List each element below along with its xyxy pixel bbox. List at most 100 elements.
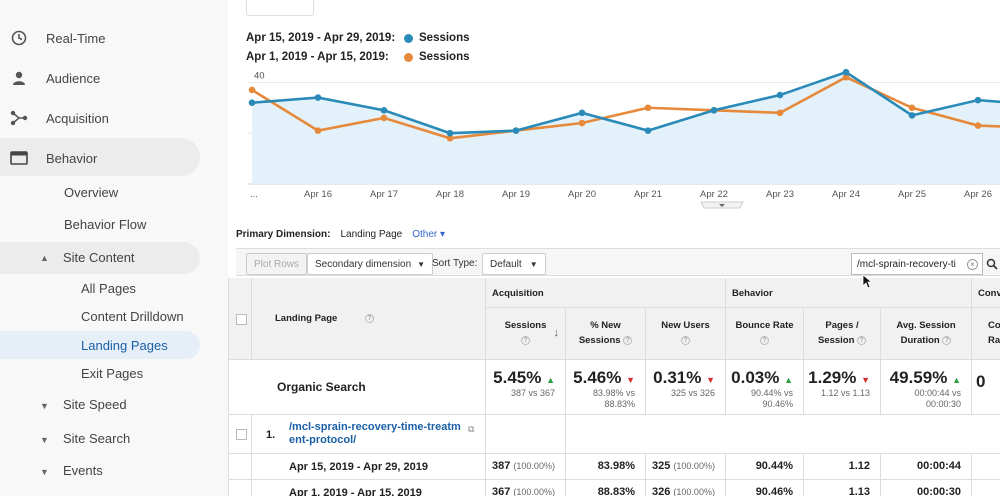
column-pages-session[interactable]: Pages / Session ?	[804, 308, 881, 360]
help-icon[interactable]: ?	[857, 335, 867, 345]
data-point[interactable]	[446, 134, 454, 142]
sidebar: Real-Time Audience Acquisition Behavior …	[0, 0, 228, 496]
data-point[interactable]	[710, 106, 718, 114]
landing-page-header: Landing Page ?	[252, 278, 486, 360]
primary-dimension-other[interactable]: Other ▾	[412, 229, 446, 240]
help-icon[interactable]: ?	[365, 314, 374, 323]
group-behavior: Behavior	[726, 278, 972, 308]
help-icon[interactable]: ?	[942, 335, 952, 345]
data-point[interactable]	[314, 127, 322, 134]
x-tick-label: Apr 23	[766, 189, 794, 200]
caret-down-icon[interactable]: ▼	[40, 467, 49, 477]
data-point[interactable]	[908, 104, 916, 112]
caret-down-icon[interactable]: ▼	[40, 435, 49, 445]
data-point[interactable]	[512, 127, 520, 134]
secondary-dimension-dropdown[interactable]: Secondary dimension ▼	[307, 253, 434, 275]
nav-site-speed[interactable]: Site Speed	[63, 397, 127, 412]
y-tick-label: 40	[254, 70, 265, 81]
data-point[interactable]	[974, 96, 982, 104]
column-avg-session-duration[interactable]: Avg. Session Duration ?	[881, 308, 972, 360]
plot-rows-button[interactable]: Plot Rows	[246, 253, 308, 275]
data-point[interactable]	[248, 99, 256, 106]
select-all-checkbox[interactable]	[236, 314, 247, 325]
nav-site-content[interactable]: Site Content	[63, 250, 135, 265]
page-link-line2: ent-protocol/	[289, 434, 357, 446]
nav-label: Audience	[46, 70, 101, 86]
landing-page-header-label[interactable]: Landing Page	[275, 313, 338, 324]
column-bounce-rate[interactable]: Bounce Rate ?	[726, 308, 804, 360]
change-value: 0.31%	[653, 368, 702, 387]
date-range-label: Apr 15, 2019 - Apr 29, 2019	[289, 461, 429, 473]
nav-behavior-flow[interactable]: Behavior Flow	[64, 217, 147, 232]
dropdown-arrow-icon: ▼	[529, 259, 538, 269]
up-arrow-icon: ▲	[952, 375, 961, 385]
page-link-line1: /mcl-sprain-recovery-time-treatm	[289, 421, 461, 433]
sort-desc-icon[interactable]: ↓	[553, 327, 560, 339]
nav-events[interactable]: Events	[63, 463, 103, 478]
data-point[interactable]	[446, 129, 454, 137]
open-page-icon[interactable]: ⧉	[468, 424, 475, 434]
column-new-sessions[interactable]: % New Sessions ?	[566, 308, 646, 360]
caret-down-icon[interactable]: ▼	[40, 401, 49, 411]
data-point[interactable]	[776, 91, 784, 99]
column-new-users[interactable]: New Users ?	[646, 308, 726, 360]
data-point[interactable]	[908, 112, 916, 119]
chevron-down-icon	[719, 204, 725, 207]
primary-dimension: Primary Dimension: Landing Page Other ▾	[236, 229, 445, 240]
help-icon[interactable]: ?	[681, 335, 690, 345]
column-label-line2: Duration	[900, 335, 940, 346]
data-point[interactable]	[578, 119, 586, 127]
total-change: 0.31% ▼	[646, 368, 725, 388]
nav-content-drilldown[interactable]: Content Drilldown	[81, 309, 184, 324]
legend-dot	[404, 33, 413, 43]
column-label: New Users	[661, 320, 710, 331]
legend-name: Sessions	[419, 32, 470, 44]
help-icon[interactable]: ?	[623, 335, 633, 345]
data-point[interactable]	[644, 104, 652, 112]
column-sessions[interactable]: Sessions ? ↓	[486, 308, 566, 360]
nav-landing-pages[interactable]: Landing Pages	[81, 338, 168, 353]
nav-overview[interactable]: Overview	[64, 185, 119, 200]
change-value: 1.29%	[808, 368, 857, 387]
data-point[interactable]	[248, 86, 256, 94]
nav-all-pages[interactable]: All Pages	[81, 281, 136, 296]
data-point[interactable]	[644, 127, 652, 134]
change-value: 49.59%	[889, 368, 948, 387]
caret-up-icon[interactable]: ▲	[40, 253, 49, 263]
down-arrow-icon: ▼	[626, 375, 635, 385]
chart-tab[interactable]	[246, 0, 314, 16]
data-point[interactable]	[578, 109, 586, 117]
data-point[interactable]	[380, 106, 388, 114]
nav-label: Real-Time	[46, 30, 106, 46]
primary-dimension-value[interactable]: Landing Page	[340, 229, 403, 240]
table-search-input[interactable]: /mcl-sprain-recovery-ti ×	[851, 253, 983, 275]
cell-avg-duration: 00:00:44	[881, 454, 972, 480]
data-point[interactable]	[974, 122, 982, 129]
row-checkbox[interactable]	[236, 429, 247, 440]
column-conversion-rate[interactable]: Co Ra	[972, 308, 1000, 360]
x-tick-label: Apr 25	[898, 189, 926, 200]
cell-value: 325	[652, 460, 671, 472]
data-point[interactable]	[314, 94, 322, 101]
clear-search-icon[interactable]: ×	[967, 259, 978, 270]
sessions-chart: Apr 15, 2019 - Apr 29, 2019: Sessions Ap…	[228, 0, 1000, 220]
row-empty-cell	[486, 415, 566, 454]
cell-pct: (100.00%)	[513, 461, 555, 471]
help-icon[interactable]: ?	[760, 335, 769, 345]
data-point[interactable]	[842, 73, 850, 81]
data-point[interactable]	[776, 109, 784, 117]
data-point[interactable]	[842, 68, 850, 76]
change-value: 0.03%	[731, 368, 780, 387]
secondary-dimension-label: Secondary dimension	[315, 258, 412, 270]
row-page-link[interactable]: /mcl-sprain-recovery-time-treatm ent-pro…	[289, 421, 461, 447]
total-new-users: 0.31% ▼ 325 vs 326	[646, 360, 726, 415]
search-icon[interactable]	[986, 253, 1000, 275]
nav-site-search[interactable]: Site Search	[63, 431, 131, 446]
data-point[interactable]	[380, 114, 388, 122]
help-icon[interactable]: ?	[521, 335, 530, 345]
nav-exit-pages[interactable]: Exit Pages	[81, 366, 144, 381]
cell-value: 326	[652, 486, 671, 496]
sort-type-dropdown[interactable]: Default ▼	[482, 253, 546, 275]
cell-value: 387	[492, 460, 511, 472]
